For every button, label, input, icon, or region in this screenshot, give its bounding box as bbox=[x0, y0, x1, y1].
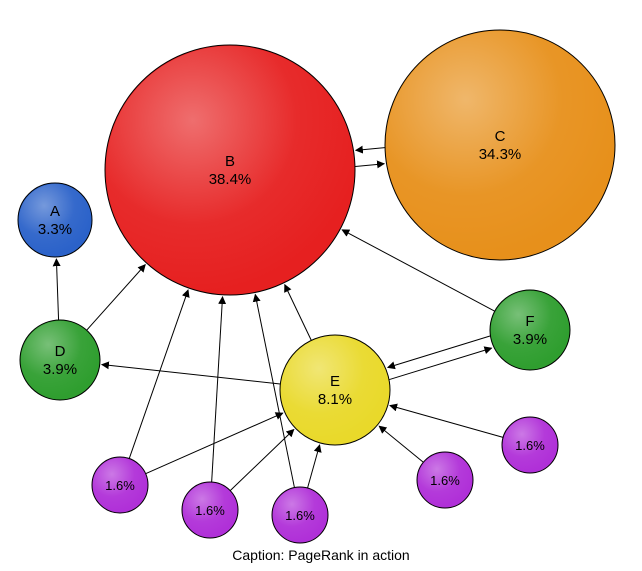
edge-E-D bbox=[102, 365, 281, 384]
edge-P3-E bbox=[308, 445, 320, 488]
edge-P5-E bbox=[390, 405, 503, 437]
edge-P2-B bbox=[212, 297, 223, 482]
node-C: C34.3% bbox=[385, 30, 615, 260]
nodes-layer: A3.3%B38.4%C34.3%D3.9%E8.1%F3.9%1.6%1.6%… bbox=[18, 30, 615, 543]
node-F-value: 3.9% bbox=[513, 331, 547, 348]
node-P3: 1.6% bbox=[272, 487, 328, 543]
caption: Caption: PageRank in action bbox=[232, 547, 409, 563]
edge-D-A bbox=[56, 259, 58, 320]
edge-B-C bbox=[355, 164, 384, 167]
edge-P2-E bbox=[230, 429, 294, 490]
edge-E-F bbox=[389, 348, 491, 379]
node-P5-value: 1.6% bbox=[515, 438, 545, 453]
edge-P1-E bbox=[146, 413, 283, 474]
node-P4-value: 1.6% bbox=[430, 473, 460, 488]
node-C-label: C bbox=[495, 128, 506, 145]
node-B-label: B bbox=[225, 153, 235, 170]
edge-C-B bbox=[356, 148, 385, 151]
node-D-label: D bbox=[55, 343, 66, 360]
pagerank-diagram: A3.3%B38.4%C34.3%D3.9%E8.1%F3.9%1.6%1.6%… bbox=[0, 0, 642, 571]
node-E-label: E bbox=[330, 373, 340, 390]
edge-F-E bbox=[388, 336, 490, 367]
edge-D-B bbox=[87, 265, 146, 331]
node-P4: 1.6% bbox=[417, 452, 473, 508]
node-P1: 1.6% bbox=[92, 457, 148, 513]
node-E: E8.1% bbox=[280, 335, 390, 445]
node-P1-value: 1.6% bbox=[105, 478, 135, 493]
edge-E-B bbox=[285, 285, 312, 341]
node-P2: 1.6% bbox=[182, 482, 238, 538]
node-P5: 1.6% bbox=[502, 417, 558, 473]
node-P3-value: 1.6% bbox=[285, 508, 315, 523]
node-A-value: 3.3% bbox=[38, 221, 72, 238]
node-B: B38.4% bbox=[105, 45, 355, 295]
edge-P1-B bbox=[129, 290, 188, 459]
node-P2-value: 1.6% bbox=[195, 503, 225, 518]
node-A: A3.3% bbox=[18, 183, 92, 257]
node-B-value: 38.4% bbox=[209, 171, 252, 188]
node-E-value: 8.1% bbox=[318, 391, 352, 408]
node-F: F3.9% bbox=[490, 290, 570, 370]
node-D-value: 3.9% bbox=[43, 361, 77, 378]
node-A-label: A bbox=[50, 203, 60, 220]
node-D: D3.9% bbox=[20, 320, 100, 400]
node-C-value: 34.3% bbox=[479, 146, 522, 163]
edge-P4-E bbox=[379, 426, 423, 462]
node-F-label: F bbox=[525, 313, 534, 330]
